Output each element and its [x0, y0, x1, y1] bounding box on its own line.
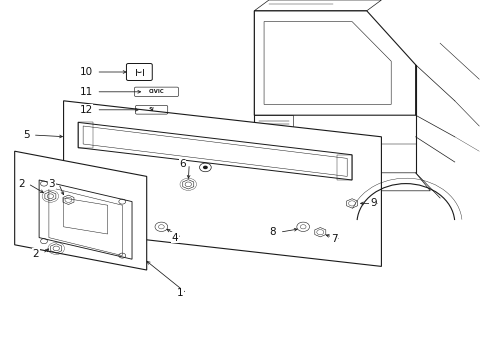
Text: CIVIC: CIVIC	[148, 89, 164, 94]
Text: 7: 7	[330, 234, 337, 244]
Text: 5: 5	[22, 130, 29, 140]
Polygon shape	[63, 101, 381, 266]
Text: 8: 8	[269, 227, 276, 237]
Text: 9: 9	[369, 198, 376, 208]
Text: 11: 11	[80, 87, 93, 97]
Text: 2: 2	[18, 179, 24, 189]
Text: 10: 10	[80, 67, 93, 77]
Polygon shape	[15, 151, 146, 270]
Text: 1: 1	[176, 288, 183, 298]
Text: 12: 12	[80, 105, 93, 115]
Text: 4: 4	[171, 233, 178, 243]
Text: 2: 2	[32, 249, 39, 259]
Text: 6: 6	[179, 159, 185, 169]
Polygon shape	[254, 11, 415, 115]
Text: Si: Si	[148, 107, 154, 112]
Circle shape	[203, 166, 207, 169]
Text: 3: 3	[48, 179, 55, 189]
